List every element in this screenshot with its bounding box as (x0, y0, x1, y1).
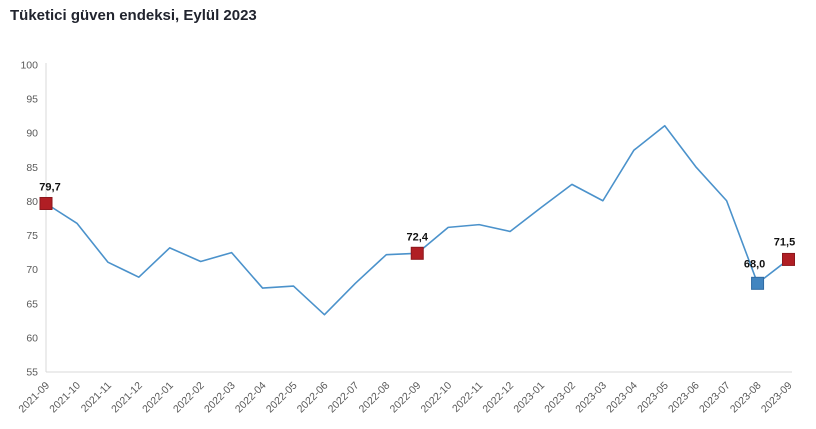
chart-title: Tüketici güven endeksi, Eylül 2023 (10, 7, 257, 24)
x-tick-label: 2023-03 (573, 380, 609, 416)
y-tick-label: 55 (26, 367, 38, 379)
x-tick-label: 2022-04 (233, 380, 269, 416)
data-point-label-2023-09: 71,5 (774, 236, 795, 248)
x-tick-label: 2021-10 (47, 380, 83, 416)
data-point-marker-2023-09 (782, 252, 795, 266)
x-tick-label: 2023-06 (666, 380, 702, 416)
data-point-marker-2021-09 (39, 196, 53, 210)
x-tick-label: 2022-08 (357, 380, 393, 416)
y-tick-label: 95 (26, 94, 38, 106)
x-tick-label: 2022-01 (140, 380, 176, 416)
data-point-label-2023-08: 68,0 (744, 258, 765, 270)
x-tick-label: 2022-12 (480, 380, 516, 416)
series-line (45, 124, 790, 316)
x-tick-label: 2022-02 (171, 380, 207, 416)
x-tick-label: 2021-12 (109, 380, 145, 416)
data-point-marker-2022-09 (410, 246, 424, 260)
x-tick-label: 2022-05 (264, 380, 300, 416)
x-tick-label: 2023-02 (542, 380, 578, 416)
y-tick-label: 85 (26, 162, 38, 174)
data-point-label-2022-09: 72,4 (407, 231, 429, 243)
x-tick-label: 2022-03 (202, 380, 238, 416)
data-point-marker-2023-08 (751, 276, 765, 290)
y-tick-label: 65 (26, 298, 38, 310)
y-tick-label: 100 (20, 60, 38, 72)
y-tick-label: 80 (26, 196, 38, 208)
x-tick-label: 2023-01 (511, 380, 547, 416)
x-tick-label: 2023-08 (728, 380, 764, 416)
x-tick-label: 2023-09 (759, 380, 795, 416)
x-tick-label: 2023-07 (697, 380, 733, 416)
x-tick-label: 2021-11 (79, 380, 114, 415)
x-tick-label: 2021-09 (16, 380, 52, 416)
y-tick-label: 70 (26, 264, 38, 276)
y-tick-label: 60 (26, 332, 38, 344)
x-tick-label: 2022-09 (388, 380, 424, 416)
x-tick-label: 2022-07 (326, 380, 362, 416)
x-tick-label: 2023-05 (635, 380, 671, 416)
x-tick-label: 2022-10 (419, 380, 455, 416)
data-point-label-2021-09: 79,7 (39, 181, 60, 193)
y-tick-label: 75 (26, 230, 38, 242)
x-tick-label: 2022-11 (450, 380, 485, 415)
x-tick-label: 2022-06 (295, 380, 331, 416)
x-tick-label: 2023-04 (604, 380, 640, 416)
y-tick-label: 90 (26, 128, 38, 140)
